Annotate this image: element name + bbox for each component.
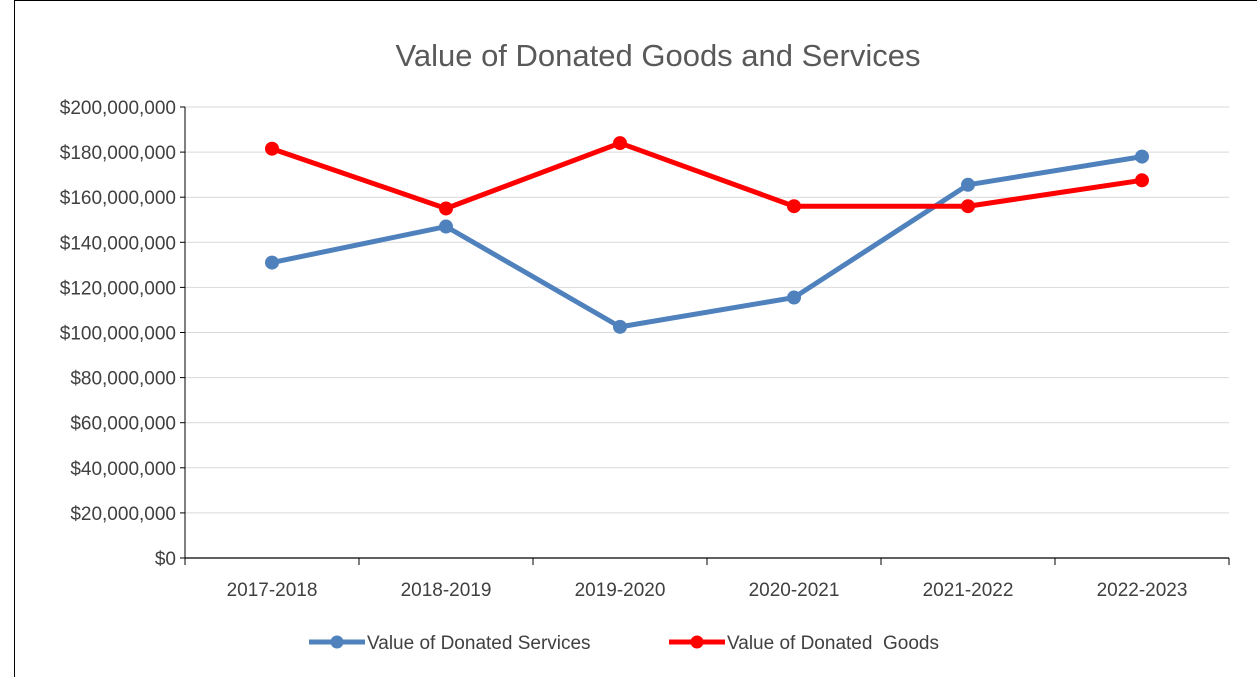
series-line — [269, 154, 1145, 330]
data-point — [787, 199, 801, 214]
legend-entry: Value of Donated Services — [309, 633, 591, 654]
data-point — [265, 255, 279, 270]
data-point — [613, 136, 627, 151]
legend-swatch-marker — [330, 635, 344, 649]
x-tick-label: 2021-2022 — [923, 580, 1014, 601]
data-point — [265, 141, 279, 156]
x-axis — [184, 107, 1230, 565]
series-line — [269, 140, 1145, 211]
series-lines — [265, 136, 1149, 334]
y-tick-label: $120,000,000 — [60, 278, 176, 299]
y-tick-label: $40,000,000 — [70, 459, 176, 480]
x-tick-label: 2018-2019 — [401, 580, 492, 601]
y-tick-label: $20,000,000 — [70, 504, 176, 525]
line-chart: Value of Donated Goods and Services $0 $2… — [60, 38, 1230, 654]
x-tick-label: 2019-2020 — [575, 580, 666, 601]
data-point — [439, 219, 453, 234]
legend-entry: Value of Donated Goods — [669, 633, 939, 654]
series-2 — [265, 136, 1149, 216]
y-tick-label: $0 — [155, 549, 176, 570]
data-point — [613, 319, 627, 334]
legend-label: Value of Donated Goods — [727, 633, 939, 654]
x-tick-label: 2020-2021 — [749, 580, 840, 601]
chart-container: Value of Donated Goods and Services $0 $2… — [14, 0, 1257, 677]
y-tick-label: $80,000,000 — [70, 369, 176, 390]
x-tick-label: 2017-2018 — [227, 580, 318, 601]
data-point — [961, 199, 975, 214]
y-axis-tick-labels: $0 $20,000,000 $40,000,000 $60,000,000 $80,0… — [60, 98, 176, 570]
y-tick-label: $140,000,000 — [60, 233, 176, 254]
y-tick-label: $200,000,000 — [60, 98, 176, 119]
data-point — [787, 290, 801, 305]
y-tick-label: $100,000,000 — [60, 324, 176, 345]
series-1 — [265, 149, 1149, 334]
legend: Value of Donated Services Value of Donate… — [309, 633, 939, 654]
y-tick-label: $160,000,000 — [60, 188, 176, 209]
data-point — [439, 201, 453, 216]
data-point — [1135, 173, 1149, 188]
legend-label: Value of Donated Services — [367, 633, 591, 654]
data-point — [1135, 149, 1149, 164]
y-tick-label: $60,000,000 — [70, 414, 176, 435]
legend-swatch-marker — [690, 635, 704, 649]
data-point — [961, 177, 975, 192]
x-tick-label: 2022-2023 — [1097, 580, 1188, 601]
y-tick-label: $180,000,000 — [60, 143, 176, 164]
x-axis-tick-labels: 2017-2018 2018-2019 2019-2020 2020-2021 2021… — [227, 580, 1188, 601]
chart-title: Value of Donated Goods and Services — [395, 38, 920, 73]
